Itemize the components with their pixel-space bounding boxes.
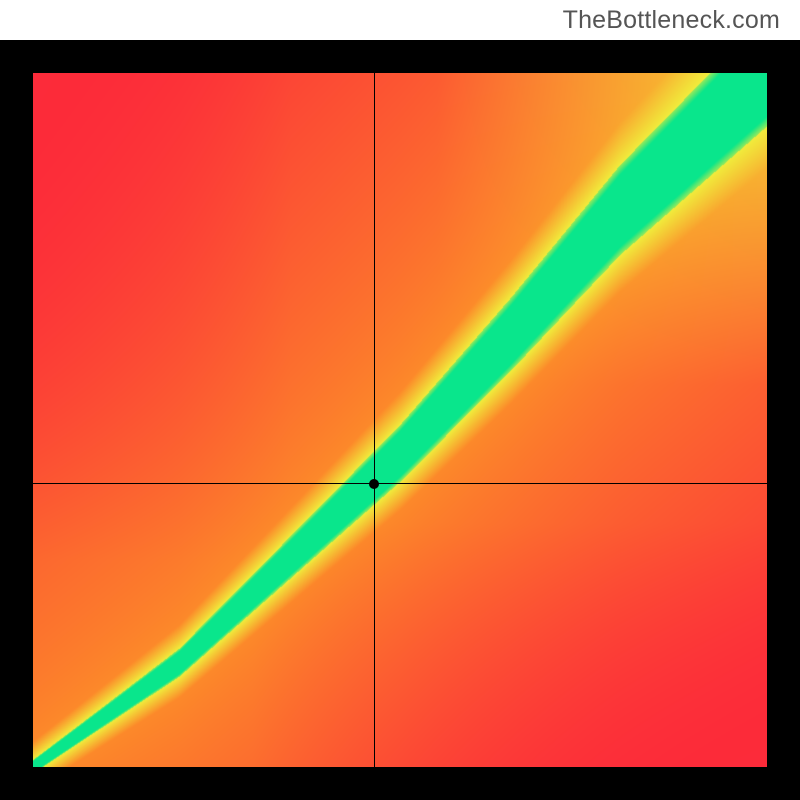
plot-area xyxy=(33,73,767,767)
crosshair-horizontal xyxy=(33,483,767,484)
heatmap-canvas xyxy=(33,73,767,767)
watermark-text: TheBottleneck.com xyxy=(563,6,780,35)
stage: TheBottleneck.com xyxy=(0,0,800,800)
crosshair-marker xyxy=(369,479,379,489)
crosshair-vertical xyxy=(374,73,375,767)
